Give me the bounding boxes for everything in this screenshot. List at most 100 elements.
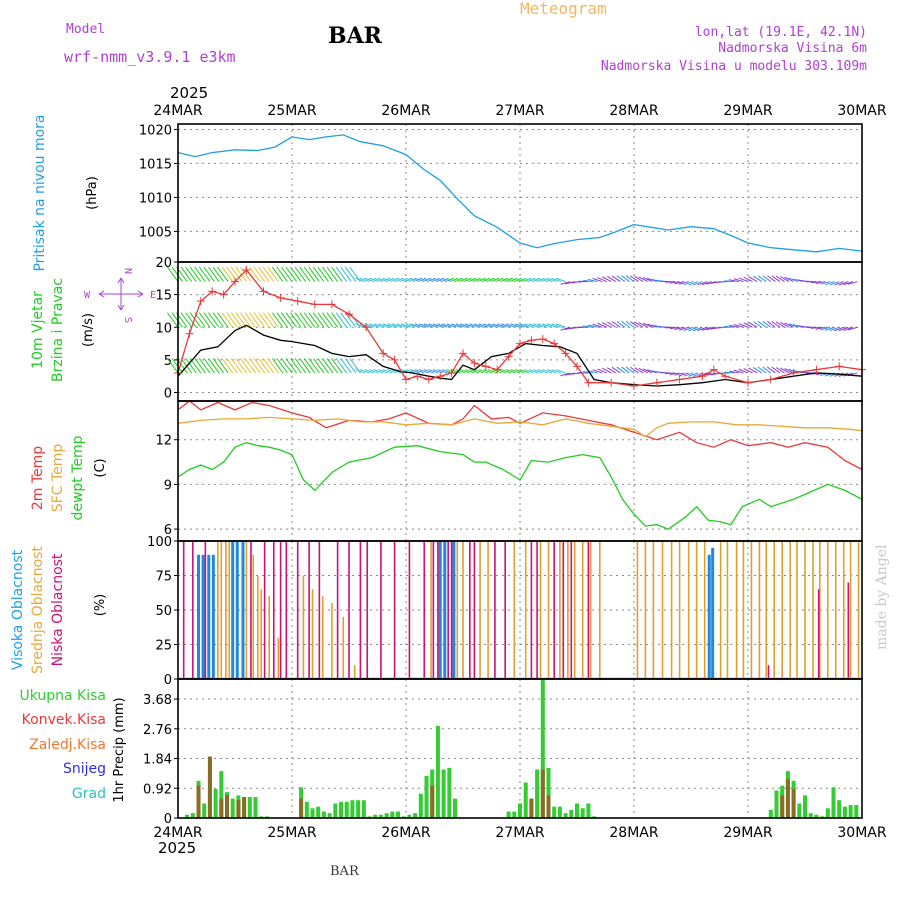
- cloud-bar: [524, 541, 527, 679]
- wind-barb: [267, 358, 279, 374]
- gust-marker: [573, 362, 581, 371]
- wind-barb: [373, 323, 384, 328]
- wind-barb: [226, 266, 238, 282]
- wind-barb: [738, 323, 749, 328]
- wind-barb: [560, 281, 571, 285]
- cloud-bar: [353, 665, 356, 679]
- wind-barb: [281, 312, 293, 328]
- gust-marker: [835, 362, 844, 371]
- precip-bar: [552, 806, 557, 818]
- precip-bar: [219, 798, 224, 818]
- wind-barb: [701, 281, 712, 286]
- wind-barb: [249, 312, 261, 328]
- gust-marker: [390, 355, 399, 364]
- wind-barb: [838, 281, 849, 286]
- wind-barb: [546, 323, 557, 328]
- wind-barb: [556, 277, 566, 283]
- gust-marker: [362, 323, 371, 332]
- cloud-bar: [644, 541, 647, 679]
- wind-barb: [359, 277, 370, 283]
- wind-barb: [460, 323, 471, 328]
- panel-frame: [177, 261, 863, 402]
- wind-barb: [478, 369, 489, 374]
- cloud-bar: [450, 541, 453, 679]
- wind-barb: [387, 323, 398, 328]
- precip-bar: [361, 800, 366, 818]
- cloud-bar: [235, 541, 239, 679]
- wind-barb: [678, 372, 689, 377]
- wind-barb: [194, 266, 206, 282]
- wind-barb: [469, 369, 480, 374]
- wind-barb: [510, 369, 521, 374]
- cloud-bar: [197, 554, 201, 679]
- cloud-bar: [687, 541, 690, 679]
- wind-barb: [743, 368, 753, 374]
- precip-bar: [418, 793, 423, 818]
- wind-barb: [208, 358, 220, 374]
- cloud-bar: [695, 541, 698, 679]
- cloud-bar: [719, 541, 722, 679]
- y-axis-label: Niska Oblacnost: [50, 553, 66, 666]
- wind-barb: [683, 326, 694, 331]
- wind-barb: [235, 358, 247, 374]
- cloud-bar: [539, 541, 542, 679]
- wind-barb: [587, 324, 598, 328]
- precip-bar: [814, 814, 819, 818]
- cloud-bar: [257, 575, 259, 679]
- x-tick-bottom: 28MAR: [609, 825, 658, 841]
- wind-barb: [483, 277, 493, 283]
- wind-barb: [239, 358, 252, 374]
- cloud-bar: [308, 541, 310, 679]
- precip-bar: [401, 816, 406, 818]
- wind-barb: [642, 277, 653, 283]
- y-axis-label: (C): [93, 458, 108, 477]
- precip-legend-item: Snijeg: [63, 761, 106, 777]
- precip-bar: [441, 769, 446, 818]
- y-tick-label: 3.68: [143, 693, 172, 708]
- wind-barb: [587, 370, 598, 374]
- wind-barb: [428, 369, 439, 374]
- cloud-bar: [443, 541, 447, 679]
- cloud-bar: [773, 541, 776, 679]
- wind-barb: [373, 277, 384, 283]
- precip-bar: [453, 798, 458, 818]
- precip-bar: [797, 803, 802, 818]
- wind-barb: [276, 312, 288, 328]
- wind-barb: [355, 369, 366, 374]
- wind-barb: [602, 367, 612, 374]
- x-tick-bottom: 24MAR: [153, 825, 202, 841]
- cloud-bar: [192, 541, 194, 679]
- wind-barb: [208, 312, 220, 328]
- precip-bar: [219, 771, 224, 818]
- wind-barb: [185, 312, 197, 328]
- gust-marker: [766, 375, 775, 384]
- wind-barb: [344, 266, 357, 282]
- wind-barb: [185, 358, 197, 374]
- wind-barb: [757, 366, 767, 374]
- precip-bar: [768, 809, 773, 818]
- precip-bar: [523, 782, 528, 818]
- cloud-bar: [380, 541, 382, 679]
- precip-bar: [310, 808, 315, 818]
- precip-bar: [185, 814, 190, 818]
- wind-barb: [724, 325, 735, 328]
- wind-barb: [326, 358, 339, 374]
- precip-bar: [529, 798, 534, 818]
- precip-bar: [540, 769, 545, 818]
- wind-barb: [455, 323, 466, 328]
- wind-barb: [692, 372, 703, 377]
- wind-barb: [221, 266, 234, 282]
- wind-barb: [753, 321, 762, 328]
- x-tick-top: 28MAR: [609, 103, 658, 119]
- wind-barb: [678, 281, 689, 285]
- gust-marker: [561, 349, 570, 358]
- wind-barb: [625, 275, 635, 282]
- wind-barb: [762, 320, 772, 328]
- wind-barb: [638, 322, 648, 328]
- wind-barb: [669, 372, 680, 375]
- y-tick-label: 6: [164, 523, 172, 538]
- wind-barb: [249, 358, 261, 374]
- wind-barb: [625, 366, 635, 374]
- cloud-bar: [678, 541, 681, 679]
- wind-barb: [335, 358, 348, 374]
